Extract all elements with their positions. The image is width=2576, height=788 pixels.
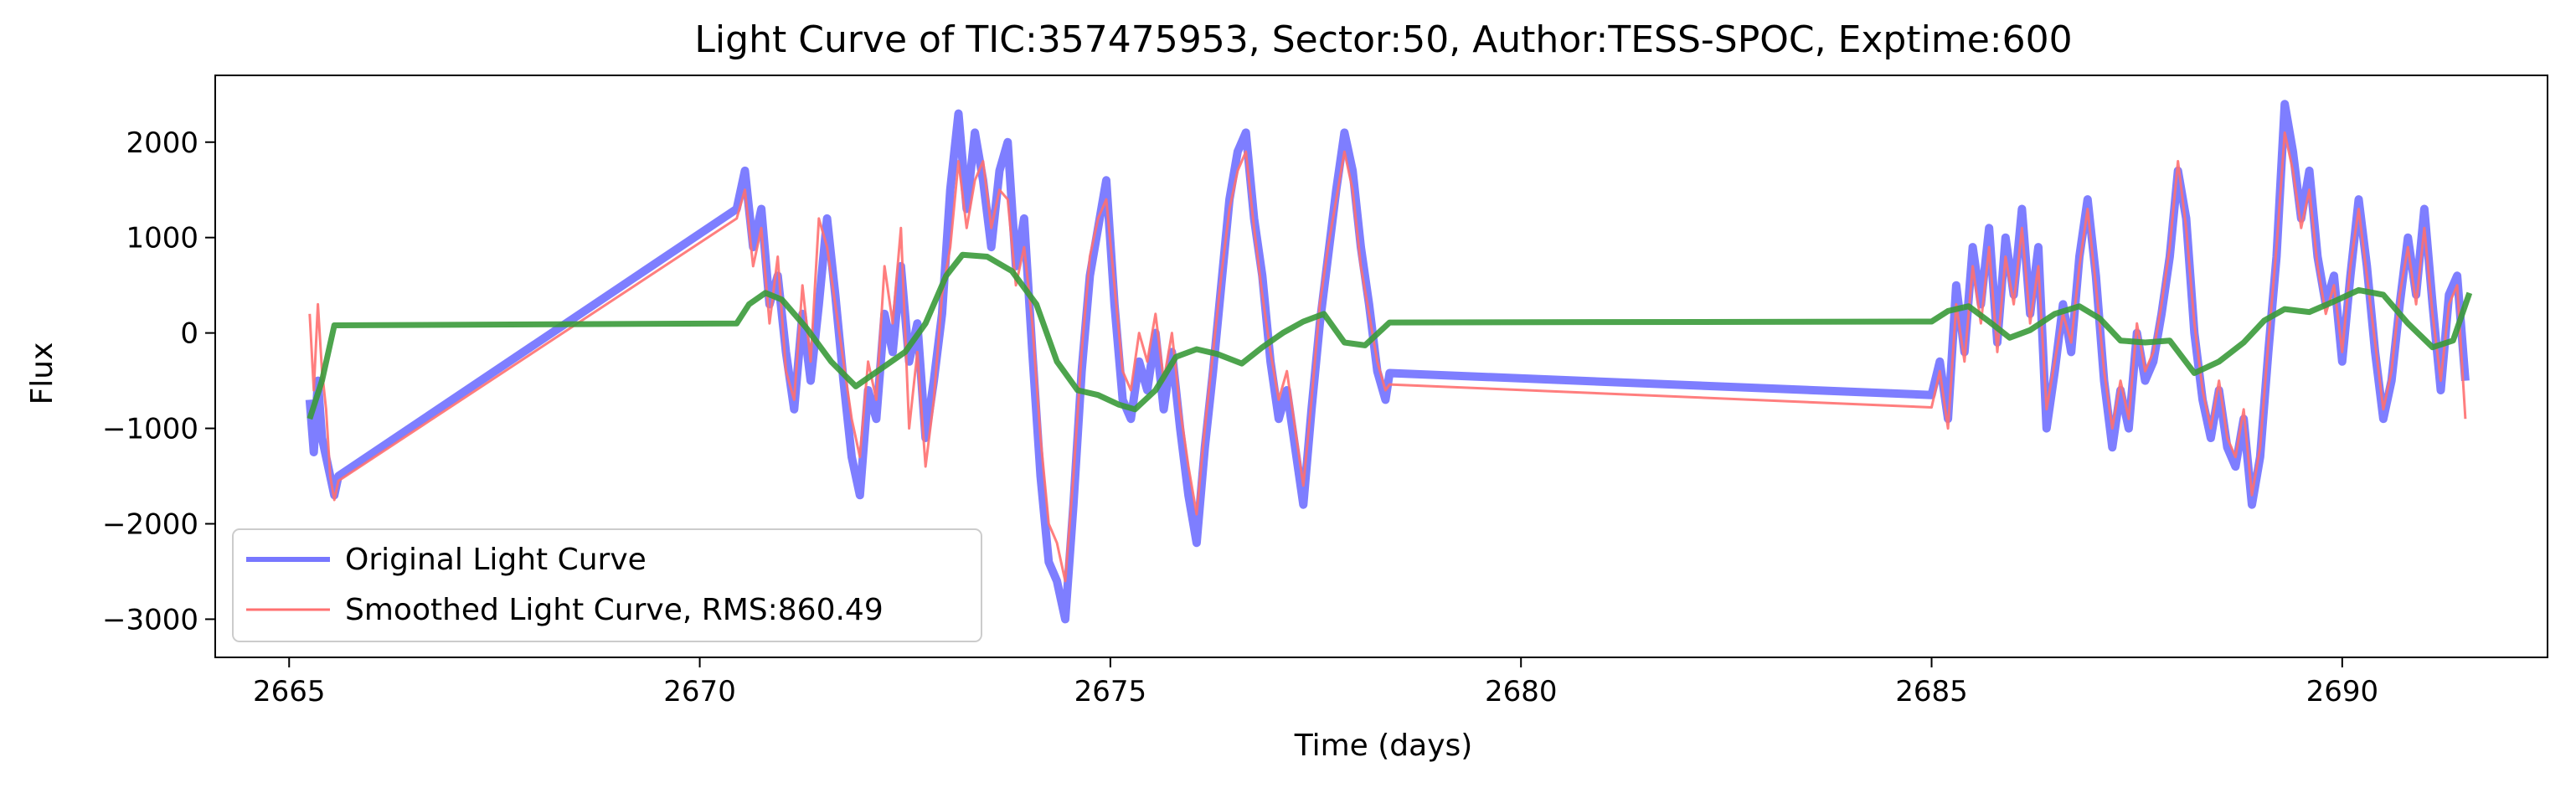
y-tick-label: 1000 — [126, 222, 198, 255]
x-tick-label: 2675 — [1074, 675, 1147, 708]
y-tick-label: −2000 — [102, 507, 198, 541]
y-tick-label: 0 — [180, 317, 198, 351]
series-trend — [307, 251, 2473, 420]
y-axis: −3000 −2000 −1000 0 1000 2000 — [102, 126, 215, 636]
x-tick-label: 2665 — [253, 675, 326, 708]
x-axis: 2665 2670 2675 2680 2685 2690 — [253, 657, 2378, 708]
series-layer — [305, 100, 2473, 624]
plot-area-frame — [214, 75, 2548, 658]
x-tick-label: 2670 — [663, 675, 736, 708]
chart-title: Light Curve of TIC:357475953, Sector:50,… — [694, 18, 2072, 61]
x-axis-label: Time (days) — [1294, 729, 1473, 763]
legend-label-smoothed: Smoothed Light Curve, RMS:860.49 — [345, 593, 884, 627]
y-tick-label: −3000 — [102, 603, 198, 636]
series-smoothed-light-curve — [308, 131, 2467, 583]
x-tick-label: 2690 — [2306, 675, 2379, 708]
y-axis-label: Flux — [25, 342, 59, 405]
x-tick-label: 2685 — [1895, 675, 1968, 708]
legend-box — [232, 528, 982, 642]
y-tick-label: −1000 — [102, 413, 198, 446]
series-original-light-curve — [305, 100, 2470, 624]
x-tick-label: 2680 — [1485, 675, 1558, 708]
legend-label-original: Original Light Curve — [345, 543, 647, 577]
legend: Original Light Curve Smoothed Light Curv… — [232, 528, 982, 642]
y-tick-label: 2000 — [126, 126, 198, 160]
